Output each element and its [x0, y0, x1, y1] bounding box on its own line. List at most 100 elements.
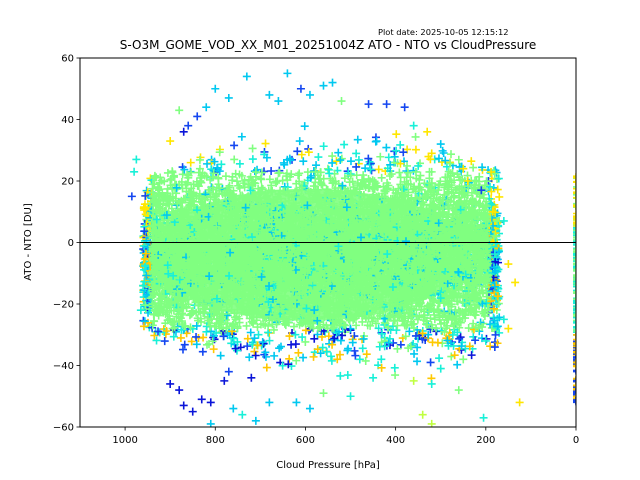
- scatter-point: [250, 334, 259, 343]
- scatter-point: [367, 166, 376, 175]
- scatter-point: [493, 322, 502, 331]
- scatter-point: [337, 154, 346, 163]
- scatter-point: [169, 332, 178, 341]
- scatter-point: [248, 155, 257, 164]
- scatter-points: [139, 122, 576, 406]
- scatter-point: [291, 330, 300, 339]
- scatter-point: [209, 345, 218, 354]
- scatter-point: [467, 157, 476, 166]
- scatter-point: [413, 343, 422, 352]
- scatter-point: [155, 328, 164, 337]
- scatter-point: [213, 163, 222, 172]
- scatter-point: [254, 330, 263, 339]
- scatter-point: [426, 358, 435, 367]
- scatter-point: [433, 338, 442, 347]
- scatter-point: [141, 249, 150, 258]
- scatter-point: [318, 181, 327, 190]
- scatter-point: [348, 338, 357, 347]
- scatter-point: [262, 153, 271, 162]
- chart-title: S-O3M_GOME_VOD_XX_M01_20251004Z ATO - NT…: [120, 38, 537, 52]
- scatter-point: [336, 371, 345, 380]
- plot-date: Plot date: 2025-10-05 12:15:12: [378, 27, 509, 37]
- scatter-point: [299, 157, 308, 166]
- scatter-point: [327, 352, 336, 361]
- scatter-point: [316, 349, 325, 358]
- scatter-point: [351, 351, 360, 360]
- scatter-point: [217, 160, 226, 169]
- scatter-point: [142, 271, 151, 280]
- scatter-point: [340, 140, 349, 149]
- scatter-point: [165, 312, 174, 321]
- scatter-point: [446, 150, 455, 159]
- scatter-point: [495, 313, 504, 322]
- scatter-point: [284, 360, 293, 369]
- scatter-point: [186, 158, 195, 167]
- scatter-point: [298, 333, 307, 342]
- scatter-point: [457, 342, 466, 351]
- scatter-point: [352, 321, 361, 330]
- scatter-point: [142, 236, 151, 245]
- scatter-point: [434, 154, 443, 163]
- scatter-point: [467, 351, 476, 360]
- scatter-point: [258, 338, 267, 347]
- scatter-point: [246, 328, 255, 337]
- scatter-point: [294, 348, 303, 357]
- scatter-point: [280, 160, 289, 169]
- scatter-point: [489, 304, 498, 313]
- scatter-point: [491, 330, 500, 339]
- scatter-point: [141, 262, 150, 271]
- scatter-point: [295, 137, 304, 146]
- scatter-point: [140, 317, 149, 326]
- scatter-point: [491, 266, 500, 275]
- scatter-point: [454, 155, 463, 164]
- scatter-point: [453, 360, 462, 369]
- scatter-point: [405, 327, 414, 336]
- scatter-point: [377, 363, 386, 372]
- scatter-point: [327, 356, 336, 365]
- scatter-point: [366, 165, 375, 174]
- scatter-point: [323, 164, 332, 173]
- scatter-point: [283, 155, 292, 164]
- scatter-point: [495, 192, 504, 201]
- scatter-point: [380, 342, 389, 351]
- scatter-point: [494, 247, 503, 256]
- scatter-point: [350, 346, 359, 355]
- scatter-point: [243, 342, 252, 351]
- scatter-point: [355, 355, 364, 364]
- scatter-point: [440, 327, 449, 336]
- scatter-point: [494, 299, 503, 308]
- scatter-point: [334, 148, 343, 157]
- scatter-point: [358, 344, 367, 353]
- scatter-point: [313, 345, 322, 354]
- scatter-point: [262, 363, 271, 372]
- scatter-point: [490, 316, 499, 325]
- scatter-point: [361, 356, 370, 365]
- scatter-point: [469, 163, 478, 172]
- scatter-point: [180, 340, 189, 349]
- scatter-point: [141, 191, 150, 200]
- scatter-point: [411, 132, 420, 141]
- scatter-point: [414, 161, 423, 170]
- scatter-point: [328, 152, 337, 161]
- scatter-point: [139, 322, 148, 331]
- scatter-point: [275, 344, 284, 353]
- scatter-point: [250, 167, 259, 176]
- scatter-point: [312, 161, 321, 170]
- scatter-point: [330, 334, 339, 343]
- scatter-point: [192, 332, 201, 341]
- scatter-point: [443, 336, 452, 345]
- scatter-point: [216, 351, 225, 360]
- scatter-point: [486, 342, 495, 351]
- scatter-point: [424, 330, 433, 339]
- scatter-point: [245, 353, 254, 362]
- scatter-point: [450, 351, 459, 360]
- scatter-point: [192, 340, 201, 349]
- scatter-point: [230, 141, 239, 150]
- scatter-point: [187, 337, 196, 346]
- scatter-point: [378, 329, 387, 338]
- scatter-point: [394, 184, 403, 193]
- scatter-point: [285, 354, 294, 363]
- scatter-point: [455, 163, 464, 172]
- scatter-point: [456, 333, 465, 342]
- scatter-point: [359, 334, 368, 343]
